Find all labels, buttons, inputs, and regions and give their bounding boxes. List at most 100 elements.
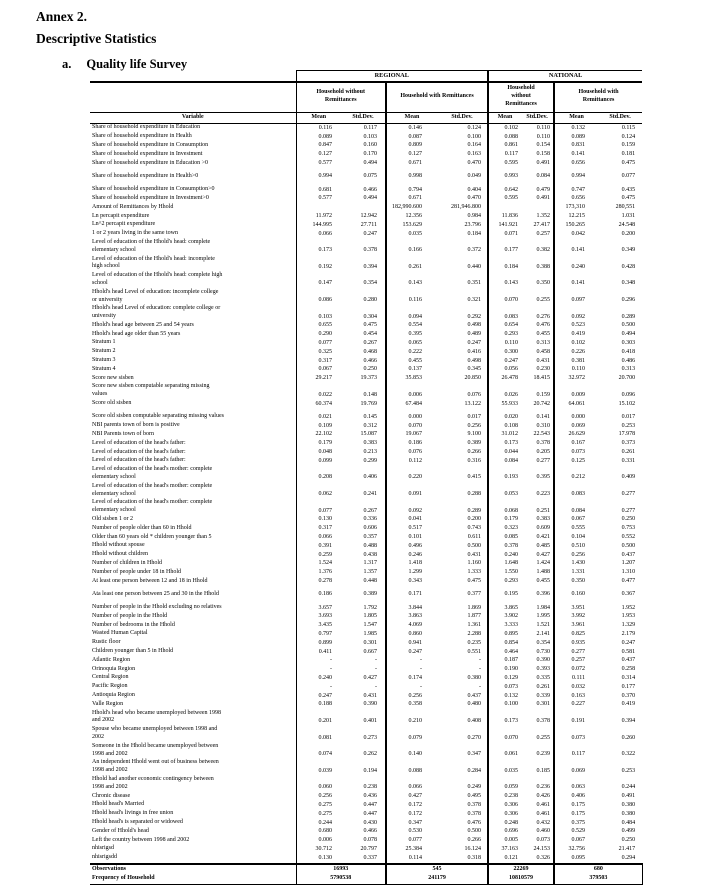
stat-value: 0.102: [553, 338, 599, 348]
stat-value: 67.484: [385, 399, 437, 409]
table-row: Share of household expenditure in Consum…: [90, 181, 642, 195]
stat-value: 0.172: [385, 809, 437, 819]
footer-value: 241179: [384, 874, 489, 885]
stat-value: 1.352: [536, 213, 551, 220]
stat-value: 0.743: [467, 525, 482, 532]
stat-value: 0.390: [363, 701, 378, 708]
mean-header: Mean: [295, 112, 341, 124]
frequency-row: Frequency of Household 5790538 241179 10810…: [90, 874, 643, 885]
stat-value: 0.017: [467, 413, 482, 420]
stat-value: 15.087: [360, 431, 378, 438]
stat-value: 0.170: [363, 151, 378, 158]
stat-value: 0.141: [553, 271, 599, 289]
stat-value: 0.194: [363, 767, 378, 774]
variable-label: Stratum 3: [92, 357, 116, 364]
stat-value: 12.215: [553, 212, 599, 221]
stat-value: 0.378: [536, 717, 551, 724]
mean-header: Mean: [385, 112, 437, 124]
stat-value: 0.499: [621, 828, 636, 835]
variable-label: Number of people under 18 in Hhold: [92, 568, 181, 575]
stat-value: 0.227: [553, 700, 599, 710]
stat-value: 0.193: [487, 465, 522, 483]
stat-value: 0.067: [553, 515, 599, 525]
stat-value: 0.395: [536, 474, 551, 481]
variable-label: Atlantic Region: [92, 656, 131, 663]
stat-value: 280,551: [615, 204, 636, 211]
stat-value: 19.373: [360, 375, 378, 382]
stat-value: 0.163: [467, 151, 482, 158]
stat-value: 0.383: [536, 516, 551, 523]
descriptive-statistics-title: Descriptive Statistics: [36, 30, 157, 46]
stat-value: 1.869: [467, 604, 482, 611]
stat-value: 0.468: [363, 348, 378, 355]
variable-label: Share of household expenditure in Consum…: [92, 141, 209, 148]
stat-value: 0.401: [363, 717, 378, 724]
stat-header-row: Variable Mean Std.Dev. Mean Std.Dev. Mea…: [90, 112, 643, 124]
stat-value: 0.296: [621, 297, 636, 303]
stat-value: 0.500: [621, 542, 636, 549]
stat-value: 0.427: [385, 792, 437, 801]
stat-value: 0.177: [621, 683, 636, 690]
stat-value: 0.088: [487, 132, 522, 142]
variable-label: Level of education of the Hhold's head: …: [92, 255, 215, 270]
stat-value: 23.796: [464, 221, 482, 228]
stat-value: 0.306: [487, 800, 522, 810]
stat-value: 0.084: [536, 173, 551, 180]
stat-value: 0.488: [363, 542, 378, 549]
variable-label: Level of education of the head's father:: [92, 448, 186, 455]
stat-value: 1.430: [553, 559, 599, 569]
variable-label: Left the country between 1998 and 2002: [92, 836, 190, 843]
stat-value: 1.357: [363, 569, 378, 576]
stat-value: 0.809: [385, 141, 437, 151]
stat-value: 0.350: [553, 577, 599, 586]
stat-value: 12.356: [385, 212, 437, 221]
stat-value: 0.083: [487, 304, 522, 322]
stat-value: 0.696: [487, 827, 522, 837]
stat-value: 0.102: [487, 123, 522, 133]
stat-value: 0.166: [385, 238, 437, 256]
stat-value: 24.153: [533, 845, 551, 852]
stat-value: 150.265: [553, 220, 599, 230]
stat-value: 0.065: [385, 338, 437, 348]
stat-value: [521, 203, 554, 212]
stat-value: 3.961: [553, 621, 599, 630]
variable-label: Hhold head's livings in free union: [92, 810, 174, 817]
stat-value: 0.458: [536, 348, 551, 355]
stat-value: 0.190: [487, 665, 522, 674]
table-row: Hhold head's is separated or widowed 0.24…: [90, 818, 642, 828]
stat-value: 0.284: [467, 767, 482, 774]
stat-value: 3.657: [295, 599, 341, 613]
stat-value: 0.552: [621, 534, 636, 541]
stat-value: 0.222: [385, 347, 437, 357]
stat-value: 0.606: [363, 525, 378, 532]
stat-value: 0.188: [295, 700, 341, 710]
table-row: Level of education of the Hhold's head: …: [90, 238, 642, 256]
stat-value: 0.226: [553, 347, 599, 357]
stat-value: 0.035: [487, 758, 522, 776]
variable-label: Number of bedrooms in the Hhold: [92, 621, 175, 628]
variable-label: Hhold head's Married: [92, 801, 145, 808]
stat-value: 0.753: [621, 525, 636, 532]
table-body: Share of household expenditure in Educat…: [90, 123, 642, 864]
table-row: Hhold's head Level of education: incompl…: [90, 288, 642, 305]
stat-value: 0.257: [536, 230, 551, 237]
table-row: NBI Parents town of born 22.102 15.087 19.0…: [90, 430, 642, 440]
stat-value: 0.277: [536, 457, 551, 464]
stat-value: 0.301: [363, 639, 378, 646]
stat-value: 0.300: [487, 347, 522, 357]
section-label: a.: [62, 57, 72, 71]
footer-value: 22269: [487, 862, 555, 875]
stat-value: 0.461: [536, 810, 551, 817]
stat-value: -: [479, 657, 482, 664]
stat-value: 0.044: [487, 448, 522, 457]
variable-label: Chronic disease: [92, 792, 131, 799]
table-row: Spouse who became unemployed between 199…: [90, 725, 642, 743]
stat-value: 0.479: [536, 186, 551, 193]
table-row: Hhold head's livings in free union 0.275 0…: [90, 809, 642, 819]
stat-value: -: [479, 666, 482, 673]
stat-value: 0.235: [467, 639, 482, 646]
stat-value: 0.174: [385, 673, 437, 683]
stat-value: 0.259: [295, 550, 341, 560]
stat-value: 281,946.800: [451, 204, 482, 211]
variable-label: Number of people in the Hhold excluding …: [92, 604, 222, 611]
